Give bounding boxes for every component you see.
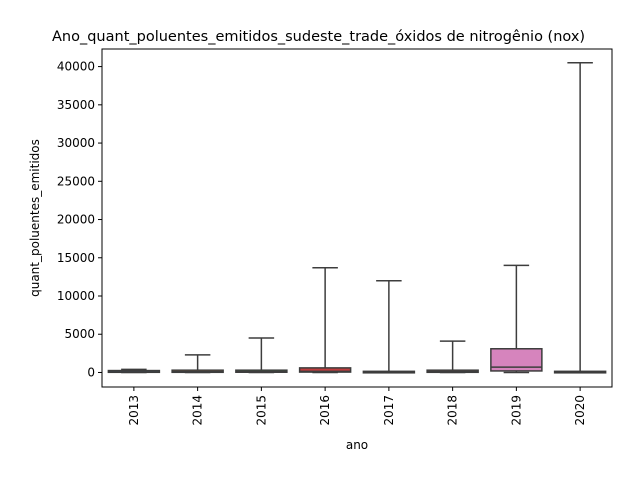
box-group-2019 [490, 264, 543, 374]
box-group-2015 [235, 337, 288, 374]
box-group-2016 [298, 266, 352, 374]
x-tick-label: 2015 [254, 395, 268, 426]
y-tick-label: 0 [87, 365, 95, 379]
x-tick-label: 2020 [573, 395, 587, 426]
y-tick-label: 15000 [57, 251, 95, 265]
y-axis-label: quant_poluentes_emitidos [28, 139, 42, 297]
box-group-2014 [171, 354, 224, 374]
box-body [490, 348, 543, 372]
x-tick-label: 2018 [446, 395, 460, 426]
y-axis-ticks: 0 5000 10000 15000 20000 25000 30000 35000 40000 [57, 60, 102, 379]
y-tick-label: 20000 [57, 213, 95, 227]
x-axis-ticks: 2013 2014 2015 2016 2017 2018 2019 2020 [127, 387, 587, 426]
box-group-2013 [107, 368, 161, 374]
y-tick-label: 25000 [57, 174, 95, 188]
y-tick-label: 5000 [64, 327, 95, 341]
x-tick-label: 2017 [382, 395, 396, 426]
box-group-2020 [553, 62, 607, 374]
y-tick-label: 40000 [57, 60, 95, 74]
box-group-2017 [362, 279, 416, 374]
x-tick-label: 2014 [191, 395, 205, 426]
y-tick-label: 35000 [57, 98, 95, 112]
plot-area [107, 62, 607, 374]
x-tick-label: 2019 [509, 395, 523, 426]
box-body [298, 367, 352, 373]
x-tick-label: 2013 [127, 395, 141, 426]
x-axis-label: ano [346, 438, 368, 452]
plot-frame [101, 48, 613, 388]
box-group-2018 [426, 340, 479, 374]
x-tick-label: 2016 [318, 395, 332, 426]
y-tick-label: 10000 [57, 289, 95, 303]
y-tick-label: 30000 [57, 136, 95, 150]
chart-title: Ano_quant_poluentes_emitidos_sudeste_tra… [52, 29, 585, 45]
